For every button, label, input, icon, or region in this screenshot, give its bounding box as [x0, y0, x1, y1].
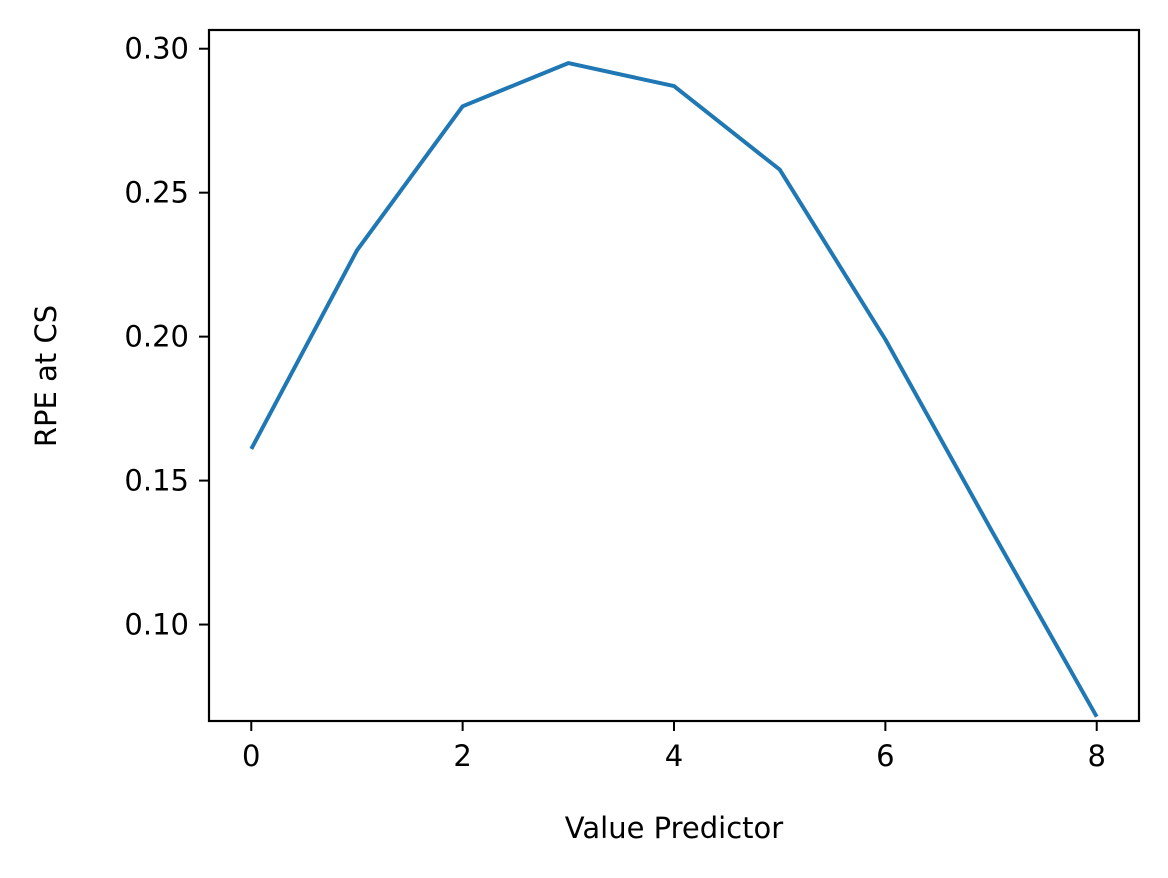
series-layer: [249, 61, 1099, 718]
x-axis: 0 2 4 6 8: [242, 721, 1106, 773]
x-tick-label: 0: [242, 739, 260, 773]
x-tick-label: 4: [665, 739, 683, 773]
y-tick-label: 0.20: [124, 320, 189, 354]
y-tick-label: 0.30: [124, 32, 189, 66]
y-axis-label: RPE at CS: [29, 305, 63, 447]
y-tick-label: 0.10: [124, 608, 189, 642]
y-axis: 0.10 0.15 0.20 0.25 0.30: [124, 32, 209, 642]
y-tick-label: 0.15: [124, 464, 189, 498]
x-tick-label: 6: [876, 739, 894, 773]
x-tick-label: 8: [1088, 739, 1106, 773]
x-tick-label: 2: [453, 739, 471, 773]
axes-frame: [207, 28, 1141, 723]
y-tick-label: 0.25: [124, 176, 189, 210]
x-axis-label: Value Predictor: [565, 811, 783, 845]
